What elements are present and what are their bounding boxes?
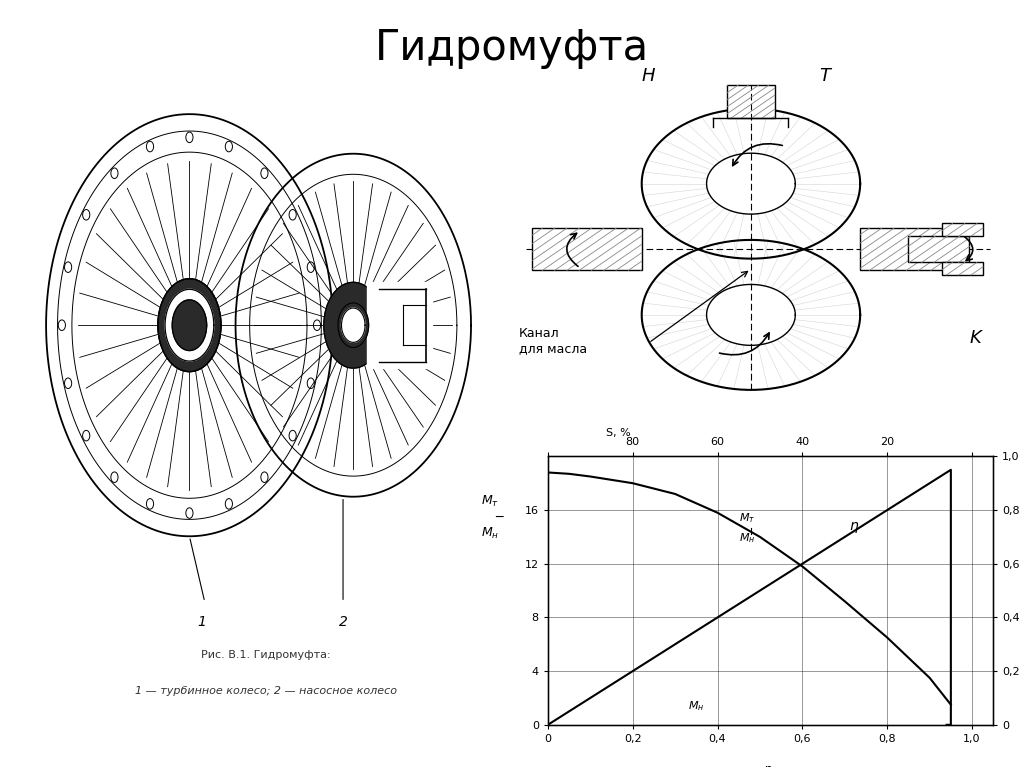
Bar — [942, 262, 983, 275]
Text: 1 — турбинное колесо; 2 — насосное колесо: 1 — турбинное колесо; 2 — насосное колес… — [135, 686, 397, 696]
Text: $M_т$: $M_т$ — [481, 494, 499, 509]
Bar — [860, 228, 955, 270]
Text: 1: 1 — [198, 615, 207, 630]
Bar — [532, 228, 642, 270]
Ellipse shape — [338, 303, 369, 347]
Text: ─: ─ — [495, 511, 503, 524]
Ellipse shape — [158, 278, 221, 372]
Ellipse shape — [341, 308, 366, 342]
Text: Канал
для масла: Канал для масла — [519, 328, 587, 355]
Text: Рис. В.1. Гидромуфта:: Рис. В.1. Гидромуфта: — [202, 650, 331, 660]
Ellipse shape — [172, 300, 207, 351]
Text: Гидромуфта: Гидромуфта — [375, 27, 649, 69]
Text: $M_т$: $M_т$ — [739, 511, 756, 525]
Bar — [942, 223, 983, 236]
Text: T: T — [819, 67, 830, 84]
Text: $M_н$: $M_н$ — [481, 526, 499, 541]
Text: H: H — [642, 67, 655, 84]
Text: $M_н$: $M_н$ — [739, 531, 756, 545]
Ellipse shape — [324, 282, 383, 368]
Bar — [908, 236, 970, 262]
Text: S, %: S, % — [606, 427, 631, 437]
Text: 2: 2 — [339, 615, 347, 630]
Ellipse shape — [165, 289, 214, 361]
Text: $η_т$: $η_т$ — [763, 764, 778, 767]
Text: K: K — [970, 329, 981, 347]
Text: $M_н$: $M_н$ — [688, 699, 705, 713]
Text: η: η — [849, 519, 858, 533]
Bar — [727, 85, 775, 118]
Bar — [368, 282, 432, 368]
